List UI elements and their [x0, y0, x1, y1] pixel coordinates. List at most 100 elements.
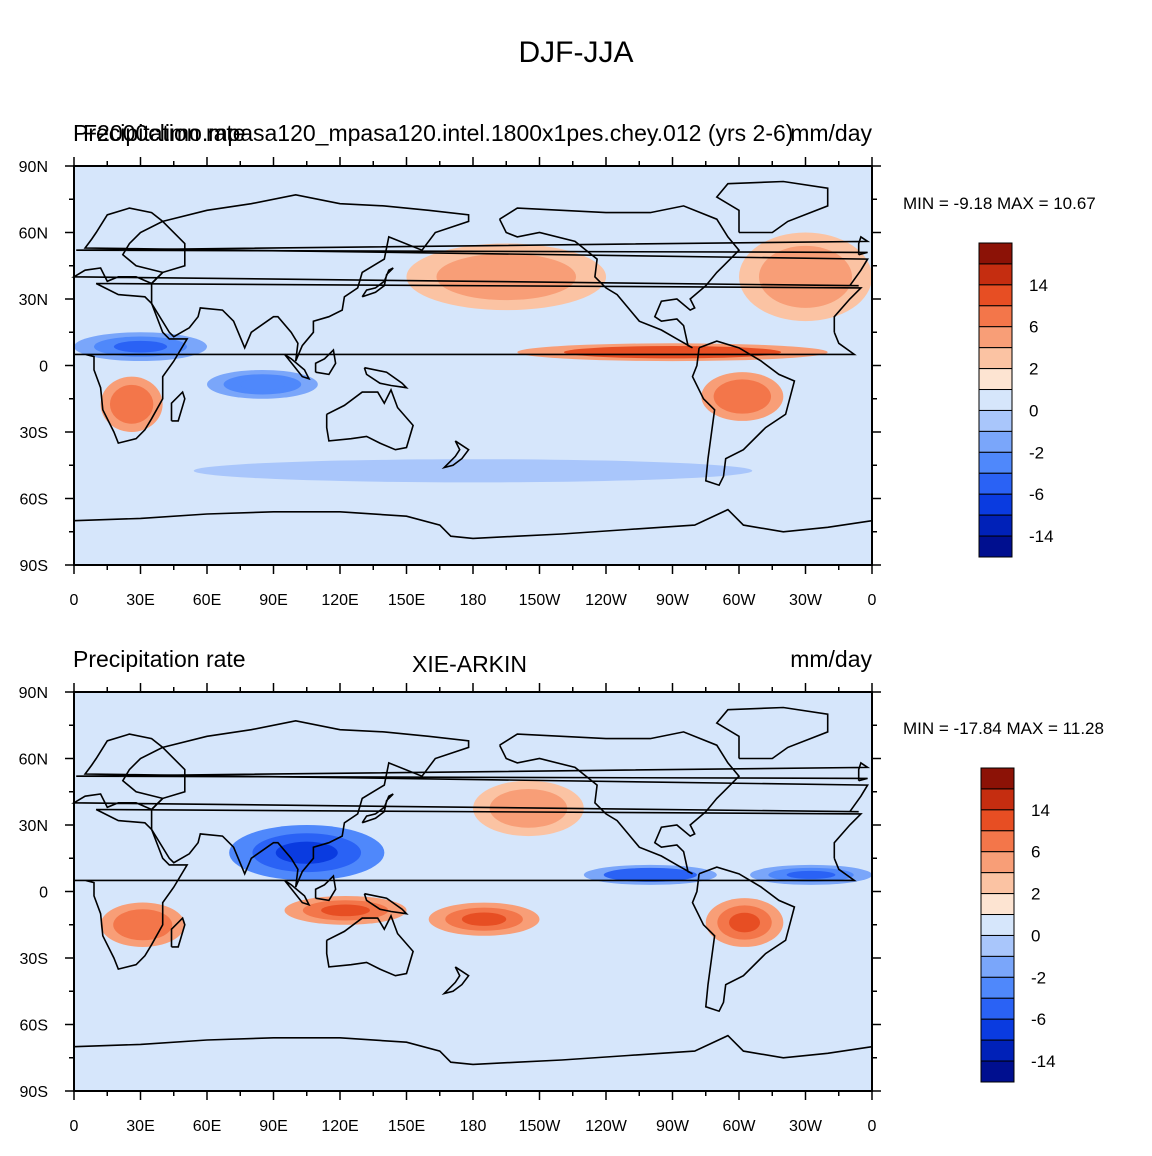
bottom-feature-maritime-continent-level-2 [321, 904, 370, 917]
top-colorbar-box-13 [978, 514, 1013, 537]
top-colorbar-label-1: 6 [1029, 318, 1038, 337]
bottom-coast-newzealand [441, 966, 470, 995]
top-feature-itcz-atlantic-pacific-east [517, 343, 828, 362]
top-xlabel-11: 30W [789, 592, 823, 609]
bottom-feature-south-america-level-2 [729, 912, 761, 933]
top-field-background [74, 166, 872, 565]
top-feature-indian-ocean-south [207, 369, 318, 399]
top-coast-antarctica [73, 508, 873, 566]
bottom-coast-samerica [691, 866, 796, 1013]
bottom-colorbar-box-12 [980, 1018, 1015, 1041]
top-colorbar-box-0 [978, 242, 1013, 265]
bottom-ticks [65, 683, 881, 1100]
bottom-colorbar-box-0 [980, 767, 1015, 790]
bottom-xlabel-5: 150E [388, 1118, 425, 1135]
bottom-xlabel-9: 90W [656, 1118, 690, 1135]
panel-top-title-right: mm/day [790, 120, 872, 146]
top-ylabel-3: 0 [39, 359, 48, 376]
top-colorbar-box-12 [978, 493, 1013, 516]
bottom-colorbar-box-11 [980, 997, 1015, 1020]
top-feature-north-atlantic [739, 232, 872, 322]
top-feature-north-atlantic-level-2 [778, 259, 833, 295]
bottom-ylabel-6: 90S [20, 1084, 48, 1101]
bottom-coast-uk [76, 761, 871, 782]
bottom-feature-south-asian-monsoon [229, 825, 385, 881]
bottom-coast-japan [361, 793, 394, 824]
top-xlabel-0: 0 [70, 592, 79, 609]
top-feature-north-pacific [406, 243, 607, 311]
top-xlabel-1: 30E [126, 592, 154, 609]
bottom-ylabel-1: 60N [19, 752, 48, 769]
top-feature-southern-ocean-band [74, 454, 872, 488]
bottom-y-tick-labels: 90N 60N 30N 0 30S 60S 90S [19, 685, 48, 1101]
top-colorbar-box-2 [978, 284, 1013, 307]
bottom-xlabel-11: 30W [789, 1118, 823, 1135]
top-colorbar-label-3: 0 [1029, 402, 1038, 421]
bottom-feature-southern-africa [100, 902, 185, 947]
bottom-feature-southern-africa-level-2 [125, 915, 160, 934]
top-xlabel-3: 90E [259, 592, 287, 609]
top-coast-japan [361, 267, 394, 298]
bottom-xlabel-7: 150W [519, 1118, 562, 1135]
top-colorbar-box-5 [978, 347, 1013, 370]
bottom-ylabel-4: 30S [20, 951, 48, 968]
top-y-tick-labels: 90N 60N 30N 0 30S 60S 90S [19, 159, 48, 575]
top-ylabel-6: 90S [20, 558, 48, 575]
top-xlabel-4: 120E [321, 592, 358, 609]
panel-top-title-left: Precipitation rate [73, 120, 246, 146]
top-colorbar-box-1 [978, 263, 1013, 286]
panel-bottom-minmax: MIN = -17.84 MAX = 11.28 [903, 719, 1104, 738]
bottom-feature-atlantic-itcz-level-2 [786, 870, 836, 879]
top-ticks [65, 157, 881, 574]
bottom-feature-south-asian-monsoon-level-2 [275, 841, 338, 864]
bottom-xlabel-0: 0 [70, 1118, 79, 1135]
panel-bottom-title-center: XIE-ARKIN [412, 651, 528, 677]
top-colorbar-box-6 [978, 368, 1013, 391]
top-coast-madagascar [170, 390, 186, 422]
top-xlabel-12: 0 [868, 592, 877, 609]
bottom-xlabel-2: 60E [193, 1118, 221, 1135]
top-colorbar-label-2: 2 [1029, 360, 1038, 379]
bottom-colorbar-box-10 [980, 976, 1015, 999]
top-colorbar-label-4: -2 [1029, 443, 1044, 462]
bottom-ylabel-0: 90N [19, 685, 48, 702]
bottom-coast-africa [74, 808, 863, 971]
top-ylabel-5: 60S [20, 492, 48, 509]
bottom-coast-antarctica [73, 1034, 873, 1092]
top-coast-samerica [691, 340, 796, 487]
bottom-feature-south-america [705, 898, 784, 947]
panel-top-minmax: MIN = -9.18 MAX = 10.67 [903, 194, 1096, 213]
panel-bottom-title-right: mm/day [790, 646, 872, 672]
bottom-ylabel-3: 0 [39, 885, 48, 902]
bottom-colorbar-box-2 [980, 809, 1015, 832]
bottom-colorbar-box-8 [980, 934, 1015, 957]
top-coast-newguinea [363, 366, 409, 389]
bottom-colorbar-label-1: 6 [1031, 843, 1040, 862]
top-coast-australia [325, 387, 414, 451]
bottom-xlabel-4: 120E [321, 1118, 358, 1135]
bottom-colorbar-label-5: -6 [1031, 1010, 1046, 1029]
top-colorbar-box-11 [978, 472, 1013, 495]
bottom-ylabel-5: 60S [20, 1018, 48, 1035]
top-colorbar-label-0: 14 [1029, 276, 1048, 295]
top-feature-south-america [701, 372, 784, 421]
panel-bottom-map: 90N 60N 30N 0 30S 60S 90S 0 30E 60E 90E 120E 150E 18… [19, 683, 1056, 1135]
top-colorbar-labels: 14 6 2 0 -2 -6 -14 [1029, 276, 1054, 546]
top-precip-field [74, 166, 872, 565]
top-feature-equatorial-atlantic-africa-level-2 [113, 340, 168, 353]
bottom-precip-field [74, 692, 873, 1091]
bottom-colorbar-box-14 [980, 1060, 1015, 1083]
top-feature-indian-ocean-south-level-2 [240, 378, 285, 391]
top-coast-greenland [715, 180, 829, 234]
top-colorbar-box-4 [978, 326, 1013, 349]
top-xlabel-9: 90W [656, 592, 690, 609]
bottom-coast-madagascar [170, 916, 186, 948]
bottom-feature-spcz-level-2 [461, 912, 507, 926]
bottom-coast-sumatra [283, 879, 311, 907]
top-xlabel-10: 60W [723, 592, 757, 609]
bottom-colorbar-box-9 [980, 955, 1015, 978]
bottom-colorbar-box-1 [980, 788, 1015, 811]
panel-top-map: 90N 60N 30N 0 30S 60S 90S 0 30E 60E 90E 120E 150E 18… [19, 157, 1054, 609]
bottom-colorbar-label-4: -2 [1031, 968, 1046, 987]
bottom-xlabel-1: 30E [126, 1118, 154, 1135]
